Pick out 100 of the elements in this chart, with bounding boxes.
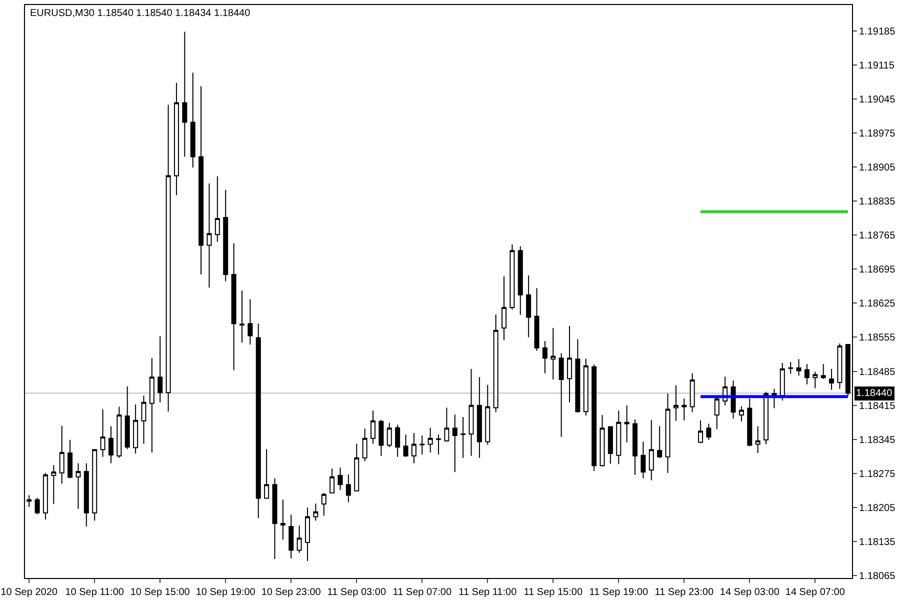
y-tick-label: 1.18065	[859, 571, 896, 582]
candlestick	[395, 424, 400, 458]
y-tick-label: 1.19115	[859, 60, 895, 72]
candlestick	[657, 426, 662, 458]
candlestick	[264, 448, 270, 499]
candlestick	[346, 474, 351, 503]
candlestick	[608, 426, 613, 464]
candlestick	[682, 398, 687, 421]
candlestick	[420, 434, 425, 455]
candlestick	[592, 364, 597, 472]
candlestick	[116, 406, 122, 458]
candlestick	[534, 288, 540, 352]
x-tick-label: 11 Sep 19:00	[589, 587, 648, 598]
candlestick	[452, 414, 458, 472]
candlestick	[248, 298, 253, 346]
candlestick	[166, 104, 171, 412]
candlestick	[624, 404, 630, 443]
candlestick	[100, 408, 106, 458]
y-tick-label: 1.18135	[859, 537, 896, 548]
y-tick-label: 1.18625	[859, 298, 896, 310]
candlestick	[330, 468, 335, 494]
candlestick	[829, 368, 834, 390]
candlestick	[526, 274, 532, 338]
candlestick	[780, 362, 785, 401]
candlestick	[26, 494, 32, 508]
y-tick-label: 1.19045	[859, 94, 896, 106]
candlestick	[436, 434, 442, 455]
x-tick-label: 11 Sep 15:00	[524, 587, 583, 598]
candlestick	[485, 384, 490, 446]
candlestick	[68, 439, 73, 479]
candlestick	[321, 492, 326, 516]
candlestick	[747, 398, 752, 447]
candlestick	[190, 72, 196, 168]
candlestick	[272, 478, 278, 560]
ref-line-label: 1.18440	[856, 388, 893, 399]
candlestick	[648, 419, 654, 481]
x-tick-label: 11 Sep 07:00	[392, 587, 452, 598]
candlestick	[493, 314, 498, 413]
x-tick-label: 10 Sep 19:00	[196, 587, 256, 598]
candlestick	[575, 338, 580, 414]
candlestick	[84, 462, 89, 527]
x-tick-label: 10 Sep 11:00	[65, 587, 124, 598]
x-tick-label: 10 Sep 23:00	[261, 587, 322, 598]
candlestick	[796, 358, 802, 376]
candlestick	[59, 425, 64, 484]
candlestick	[280, 499, 286, 540]
candlestick	[444, 407, 450, 442]
candlestick	[468, 368, 474, 456]
candlestick	[313, 503, 318, 522]
candlestick	[616, 410, 622, 465]
y-tick-label: 1.18975	[859, 128, 896, 140]
y-tick-label: 1.19185	[859, 26, 896, 38]
candlestick	[558, 352, 564, 438]
y-tick-label: 1.18765	[859, 230, 896, 242]
candlestick	[182, 31, 188, 158]
candlestick	[428, 427, 433, 453]
candlestick	[42, 472, 48, 520]
candlestick	[510, 244, 515, 310]
candlestick	[690, 372, 695, 413]
candlestick	[108, 426, 114, 464]
candlestick	[386, 422, 392, 448]
candlestick	[174, 82, 179, 196]
candlestick	[362, 428, 368, 462]
x-tick-label: 14 Sep 07:00	[785, 587, 846, 598]
candlestick	[206, 183, 212, 288]
candlestick	[755, 426, 760, 454]
candlestick	[288, 514, 294, 560]
candlestick	[804, 363, 810, 385]
x-tick-label: 11 Sep 03:00	[327, 587, 386, 598]
candlestick	[51, 464, 56, 505]
candlestick	[378, 419, 384, 456]
candlestick	[133, 404, 138, 454]
x-tick-label: 11 Sep 23:00	[654, 587, 714, 598]
candlestick	[600, 414, 605, 468]
candlestick	[542, 340, 548, 374]
candlestick	[370, 410, 376, 444]
candlestick	[518, 246, 523, 316]
candlestick	[239, 290, 244, 344]
y-tick-label: 1.18835	[859, 196, 896, 208]
candlestick	[567, 326, 572, 403]
candlestick	[141, 395, 146, 444]
candlestick	[632, 418, 638, 476]
candlestick	[706, 423, 712, 440]
candlestick	[92, 448, 98, 522]
candlestick	[714, 395, 720, 430]
y-tick-label: 1.18905	[859, 162, 896, 174]
y-tick-label: 1.18485	[859, 366, 896, 378]
candlestick	[845, 344, 850, 397]
candlestick	[698, 420, 704, 444]
y-tick-label: 1.18275	[859, 468, 896, 480]
candlestick	[772, 388, 777, 409]
candlestick	[583, 358, 588, 416]
x-tick-label: 10 Sep 15:00	[130, 587, 190, 598]
candlestick	[460, 416, 466, 458]
candlestick	[738, 406, 744, 422]
candlestick	[304, 506, 310, 562]
candlestick	[640, 441, 646, 479]
candlestick	[812, 371, 818, 389]
candlestick	[34, 497, 40, 515]
x-tick-label: 14 Sep 03:00	[720, 587, 780, 598]
